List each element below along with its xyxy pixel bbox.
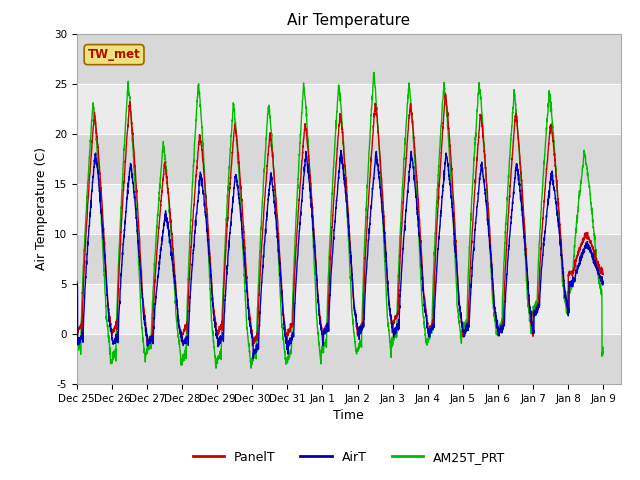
Bar bbox=[77, 34, 621, 84]
Y-axis label: Air Temperature (C): Air Temperature (C) bbox=[35, 147, 48, 270]
X-axis label: Time: Time bbox=[333, 409, 364, 422]
Title: Air Temperature: Air Temperature bbox=[287, 13, 410, 28]
Bar bbox=[77, 134, 621, 184]
Bar bbox=[77, 234, 621, 284]
Bar bbox=[77, 334, 621, 384]
Text: TW_met: TW_met bbox=[88, 48, 140, 61]
Legend: PanelT, AirT, AM25T_PRT: PanelT, AirT, AM25T_PRT bbox=[188, 446, 510, 469]
